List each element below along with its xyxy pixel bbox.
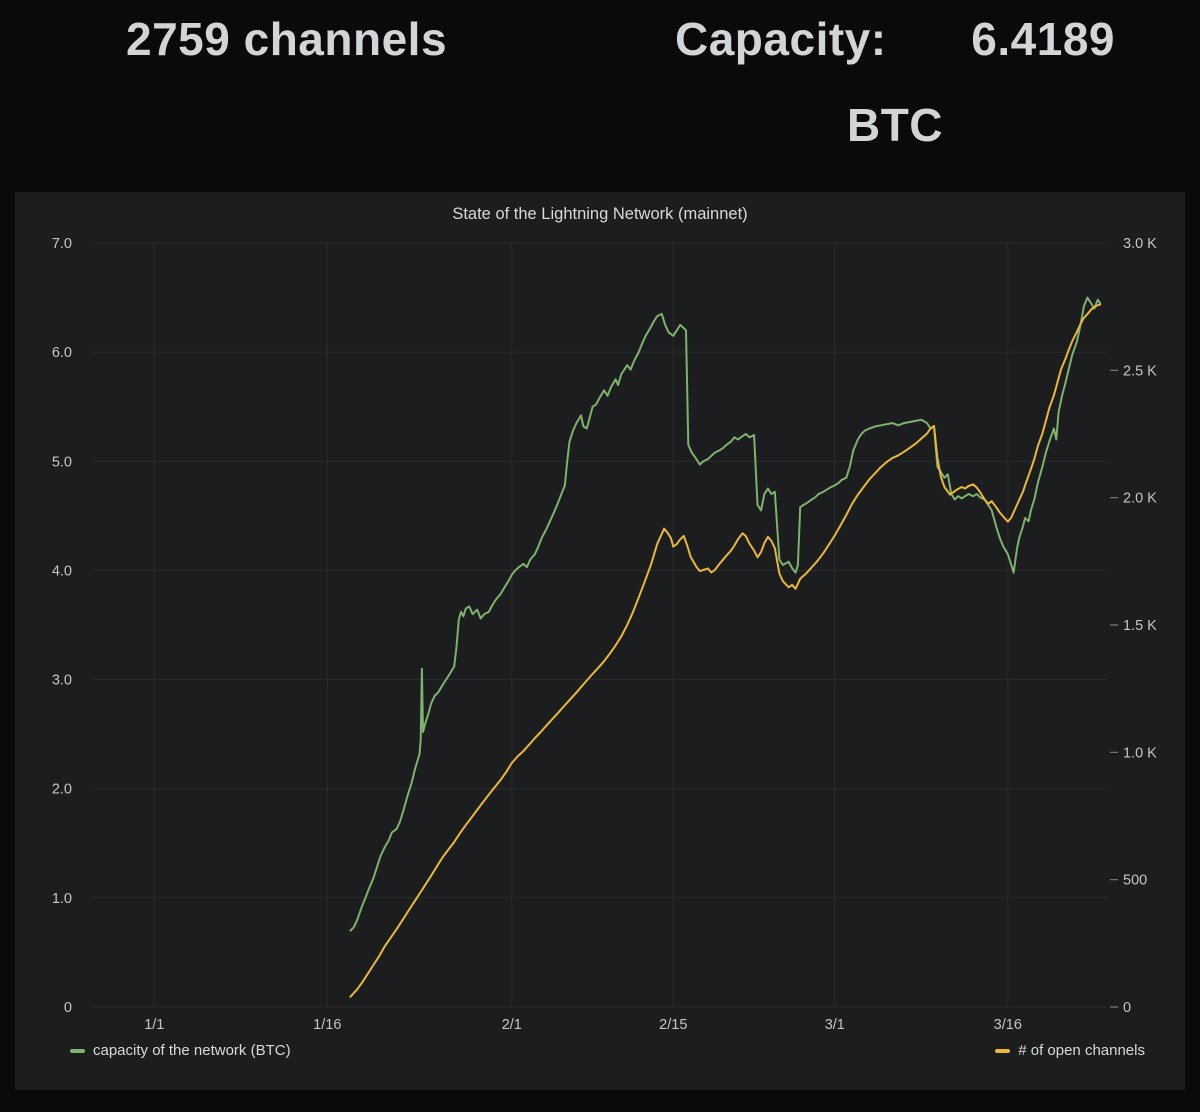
capacity-label: Capacity: <box>675 13 887 65</box>
y-axis-right-label: 3.0 K <box>1123 236 1157 252</box>
y-axis-left-label: 1.0 <box>52 891 72 907</box>
capacity-line: Capacity: 6.4189 <box>675 12 1115 66</box>
y-axis-left-label: 3.0 <box>52 673 72 689</box>
y-axis-left-label: 6.0 <box>52 345 72 361</box>
stats-header: 2759 channels Capacity: 6.4189 BTC <box>0 0 1200 192</box>
x-axis-label: 2/1 <box>502 1017 522 1033</box>
y-axis-right-label: 1.5 K <box>1123 618 1157 634</box>
y-axis-right-label: 2.5 K <box>1123 363 1157 379</box>
legend-label-channels: # of open channels <box>1018 1042 1145 1059</box>
legend-item-channels[interactable]: # of open channels <box>995 1042 1145 1059</box>
capacity-series-icon <box>70 1048 85 1053</box>
x-axis-label: 2/15 <box>659 1017 687 1033</box>
channels-count-text: 2759 channels <box>126 13 448 65</box>
y-axis-left-label: 5.0 <box>52 454 72 470</box>
capacity-value: 6.4189 <box>971 13 1115 65</box>
x-axis-label: 1/1 <box>144 1017 164 1033</box>
legend-label-capacity: capacity of the network (BTC) <box>93 1042 291 1059</box>
y-axis-right-label: 0 <box>1123 1000 1131 1016</box>
y-axis-right-label: 1.0 K <box>1123 745 1157 761</box>
panel-title: State of the Lightning Network (mainnet) <box>452 205 748 223</box>
x-axis-label: 3/1 <box>825 1017 845 1033</box>
network-chart[interactable]: 0 1.0 2.0 3.0 4.0 5.0 6.0 7.0 0 500 1.0 K 1.5 K 2.0 … <box>15 231 1182 1036</box>
y-axis-right-label: 2.0 K <box>1123 491 1157 507</box>
y-axis-right-label: 500 <box>1123 873 1147 889</box>
x-axis-label: 3/16 <box>994 1017 1022 1033</box>
y-axis-left-label: 0 <box>64 1000 72 1016</box>
series-capacity <box>349 296 1102 932</box>
legend-item-capacity[interactable]: capacity of the network (BTC) <box>70 1042 291 1059</box>
y-axis-left-label: 7.0 <box>52 236 72 252</box>
y-axis-left-label: 4.0 <box>52 563 72 579</box>
series-open-channels <box>349 303 1102 998</box>
capacity-unit: BTC <box>846 99 944 151</box>
legend: capacity of the network (BTC) # of open … <box>15 1036 1185 1059</box>
x-axis-label: 1/16 <box>313 1017 341 1033</box>
capacity-stat: Capacity: 6.4189 BTC <box>675 12 1115 152</box>
graph-panel: State of the Lightning Network (mainnet)… <box>15 192 1185 1090</box>
channels-series-icon <box>995 1048 1011 1053</box>
y-axis-left-label: 2.0 <box>52 782 72 798</box>
